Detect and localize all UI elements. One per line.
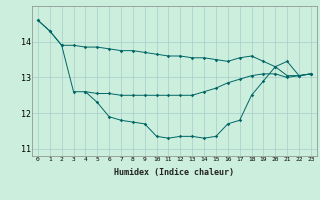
X-axis label: Humidex (Indice chaleur): Humidex (Indice chaleur) [115,168,234,177]
